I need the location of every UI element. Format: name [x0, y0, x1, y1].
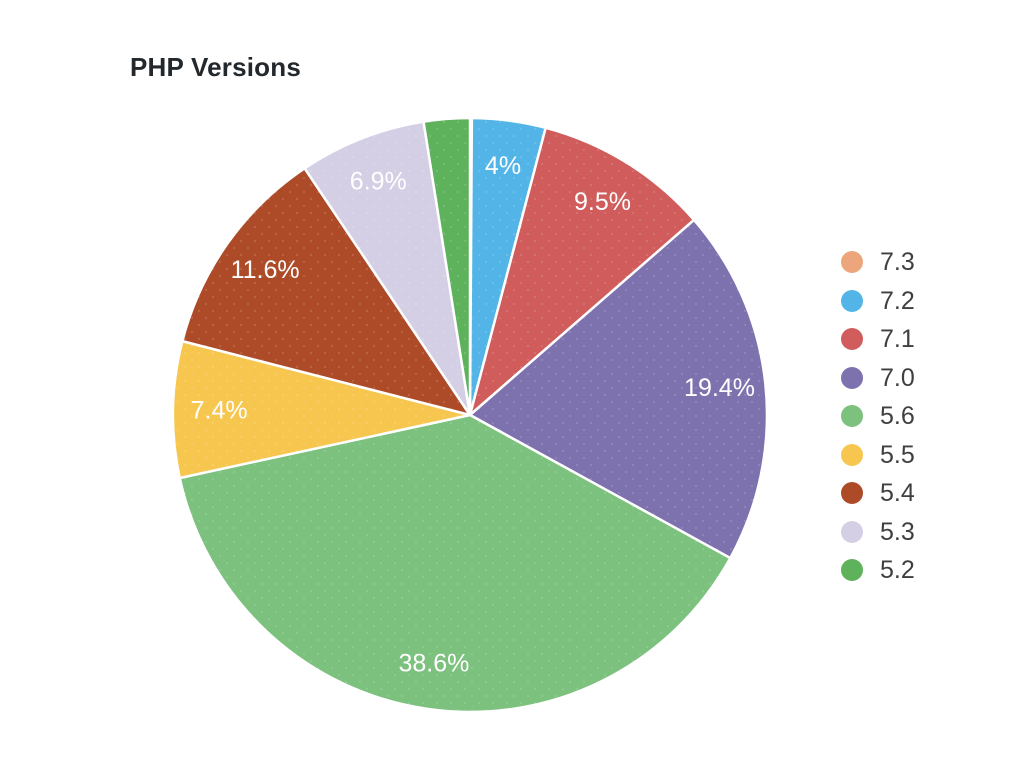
legend-item-5.2[interactable]: 5.2 [841, 556, 915, 584]
legend-label: 7.0 [880, 363, 915, 392]
legend-label: 5.3 [880, 517, 915, 546]
legend-item-5.6[interactable]: 5.6 [841, 402, 915, 430]
chart-legend: 7.3 7.2 7.1 7.0 5.6 5.5 5.4 5.3 5.2 [841, 248, 915, 584]
legend-swatch-icon [841, 366, 863, 389]
legend-item-5.5[interactable]: 5.5 [841, 440, 915, 469]
legend-label: 7.2 [880, 286, 915, 315]
legend-swatch-icon [841, 289, 863, 312]
legend-swatch-icon [841, 559, 863, 581]
legend-swatch-icon [841, 251, 863, 273]
legend-swatch-icon [841, 482, 863, 504]
legend-item-7.2[interactable]: 7.2 [841, 286, 915, 315]
legend-item-5.4[interactable]: 5.4 [841, 479, 915, 507]
legend-swatch-icon [841, 405, 863, 427]
legend-label: 5.5 [880, 440, 915, 469]
legend-label: 5.4 [880, 479, 915, 507]
legend-label: 7.3 [880, 248, 915, 276]
legend-item-7.3[interactable]: 7.3 [841, 248, 915, 276]
legend-label: 5.6 [880, 402, 915, 430]
legend-item-5.3[interactable]: 5.3 [841, 517, 915, 546]
legend-item-7.0[interactable]: 7.0 [841, 363, 915, 392]
legend-swatch-icon [841, 520, 863, 543]
chart-title: PHP Versions [130, 52, 302, 82]
legend-item-7.1[interactable]: 7.1 [841, 325, 915, 353]
legend-label: 5.2 [880, 556, 915, 584]
legend-swatch-icon [841, 443, 863, 466]
legend-swatch-icon [841, 328, 863, 350]
legend-label: 7.1 [880, 325, 915, 353]
